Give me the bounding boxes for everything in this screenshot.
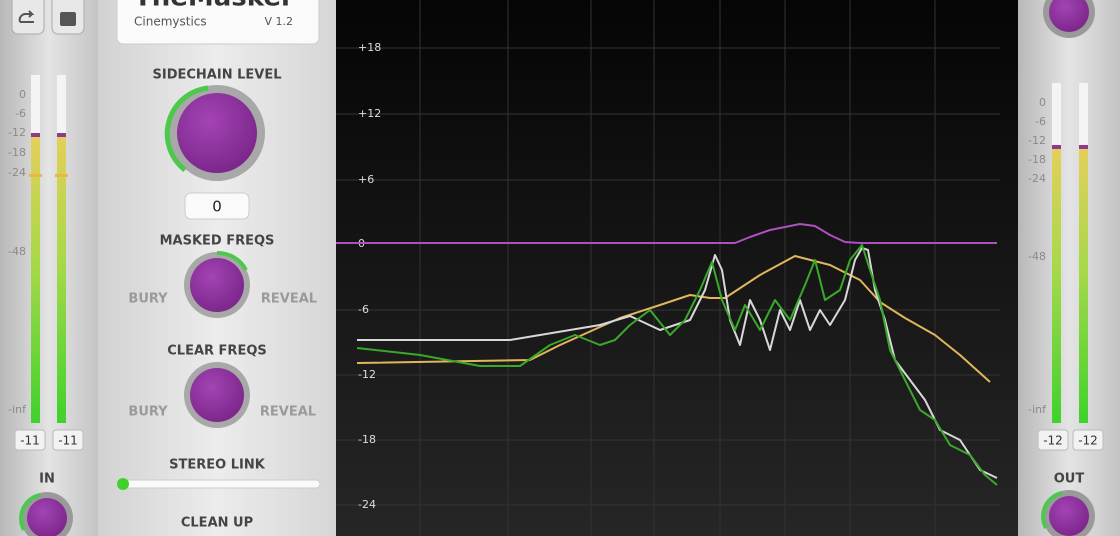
top-knob[interactable] [1049, 0, 1089, 32]
out-label: OUT [1054, 472, 1085, 487]
input-knob[interactable] [27, 498, 67, 536]
scale-label: -12 [1028, 134, 1046, 147]
scale-label: -12 [8, 126, 26, 139]
db-axis: +18 +12 +6 0 -6 -12 -18 -24 [358, 41, 381, 511]
knob-arc [19, 493, 41, 531]
scale-label: -24 [8, 166, 26, 179]
vendor: Cinemystics [134, 15, 207, 29]
reveal-label: REVEAL [261, 292, 317, 307]
output-curve [356, 244, 998, 486]
readout: -12 [1043, 434, 1063, 448]
app-title: TheMasker [134, 0, 294, 13]
scale-label: -18 [8, 146, 26, 159]
meter-marker [29, 174, 42, 177]
save-icon [60, 12, 76, 26]
scale-label: -6 [15, 107, 26, 120]
stereo-link-slider[interactable] [115, 479, 321, 489]
readout-box [1072, 429, 1104, 451]
sidechain-curve [356, 255, 991, 383]
scale-label: -48 [1028, 250, 1046, 263]
readout-box [1037, 429, 1069, 451]
input-panel [0, 0, 98, 536]
scale-label: -24 [1028, 172, 1046, 185]
sidechain-knob[interactable] [177, 93, 257, 173]
mask-curve [336, 223, 997, 244]
meter-peak [57, 133, 66, 137]
meter-marker [55, 174, 68, 177]
db-label: -24 [358, 498, 376, 511]
scale-label: -inf [8, 403, 27, 416]
redo-button[interactable] [11, 0, 45, 35]
value-box[interactable] [184, 192, 250, 220]
scale-label: -48 [8, 245, 26, 258]
header-box [116, 0, 320, 45]
bury-label: BURY [128, 292, 168, 307]
readout: -12 [1078, 434, 1098, 448]
scale-label: 0 [19, 88, 26, 101]
output-scale: 0 -6 -12 -18 -24 -48 -inf [1028, 96, 1047, 416]
version: V 1.2 [264, 15, 293, 28]
stereo-link-label: STEREO LINK [169, 458, 266, 473]
redo-icon [18, 10, 35, 23]
clear-knob[interactable] [190, 368, 244, 422]
spectrum-display [336, 0, 1018, 536]
db-label: +6 [358, 173, 374, 186]
sidechain-value: 0 [212, 198, 222, 216]
scale-label: -inf [1028, 403, 1047, 416]
knob-arc [216, 250, 248, 272]
output-knob[interactable] [1049, 496, 1089, 536]
knob-arc [164, 85, 209, 172]
bury-label: BURY [128, 405, 168, 420]
output-panel [1018, 0, 1120, 536]
readout: -11 [20, 434, 40, 448]
meter-level [31, 137, 40, 423]
scale-label: -18 [1028, 153, 1046, 166]
sidechain-label: SIDECHAIN LEVEL [153, 68, 282, 83]
scale-label: 0 [1039, 96, 1046, 109]
db-label: -6 [358, 303, 369, 316]
db-label: +12 [358, 107, 381, 120]
meter-peak [31, 133, 40, 137]
readout-box [52, 429, 84, 451]
meter-level [1052, 149, 1061, 423]
masked-knob[interactable] [190, 258, 244, 312]
in-label: IN [39, 472, 55, 487]
masked-label: MASKED FREQS [160, 234, 275, 249]
clean-up-label: CLEAN UP [181, 516, 253, 531]
db-label: -12 [358, 368, 376, 381]
readout-box [14, 429, 46, 451]
input-scale: 0 -6 -12 -18 -24 -48 -inf [8, 88, 27, 416]
clear-label: CLEAR FREQS [167, 344, 267, 359]
db-label: +18 [358, 41, 381, 54]
meter-level [57, 137, 66, 423]
db-label: -18 [358, 433, 376, 446]
meter-peak [1079, 145, 1088, 149]
reveal-label: REVEAL [260, 405, 316, 420]
knob-arc [1041, 491, 1063, 529]
readout: -11 [58, 434, 78, 448]
slider-thumb[interactable] [117, 478, 129, 490]
meter-level [1079, 149, 1088, 423]
meter-peak [1052, 145, 1061, 149]
input-curve [357, 247, 998, 479]
scale-label: -6 [1035, 115, 1046, 128]
